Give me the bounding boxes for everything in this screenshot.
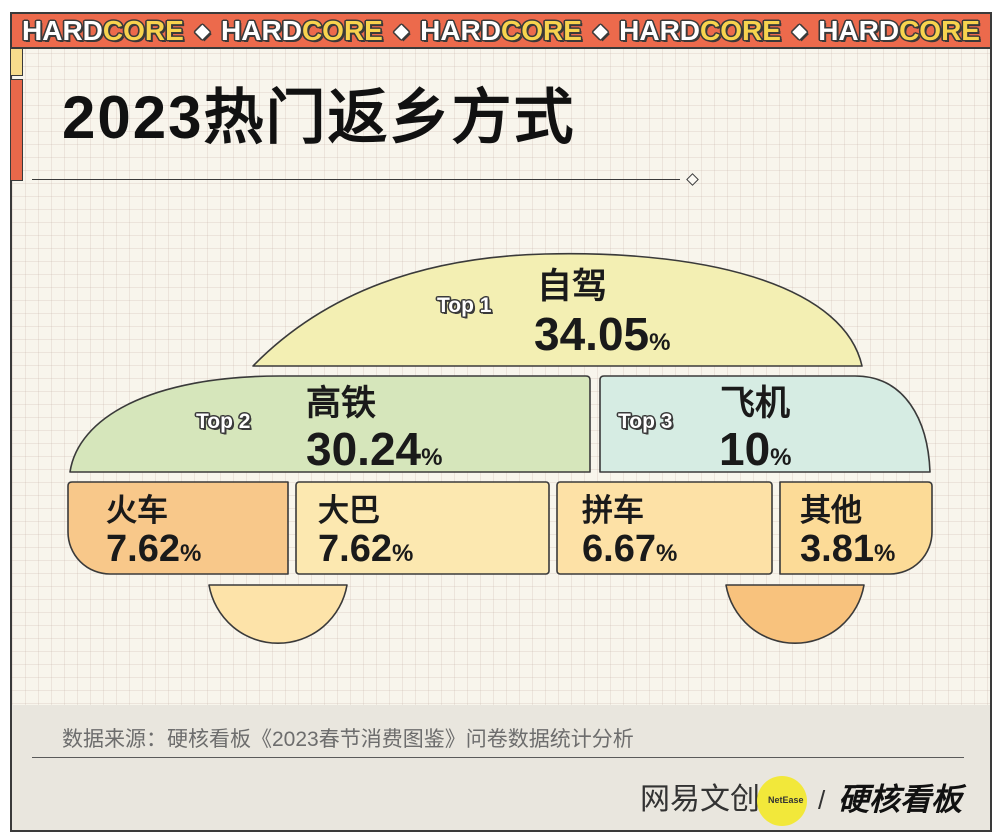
category-label: 自驾 [537, 267, 608, 306]
segment-bus [295, 481, 550, 575]
category-label: 拼车 [582, 493, 644, 528]
segment-self-driving [252, 252, 863, 367]
segment-other [779, 481, 933, 575]
page-title: 2023热门返乡方式 [62, 84, 576, 151]
hardcore-wordmark: 硬核看板 [838, 782, 962, 817]
banner-word-part2: CORE [700, 14, 781, 46]
banner-word: HARDCORE [420, 14, 582, 46]
value-label: 3.81% [800, 530, 895, 576]
rank-label: Top 3 [618, 410, 673, 433]
banner-word: HARDCORE [619, 14, 781, 46]
diamond-icon: ◆ [593, 19, 608, 42]
percent-unit: % [649, 329, 671, 356]
segment-airplane [599, 375, 931, 473]
category-label: 火车 [106, 493, 168, 528]
banner-word: HARDCORE [221, 14, 383, 46]
percent-unit: % [421, 444, 443, 471]
banner-word-part1: HARD [818, 14, 900, 46]
segment-high-speed-rail [69, 375, 591, 473]
hardcore-banner: HARDCORE ◆ HARDCORE ◆ HARDCORE ◆ HARDCOR… [10, 12, 992, 49]
value-number: 34.05 [534, 308, 650, 360]
value-label: 7.62% [106, 530, 201, 576]
banner-word: HARDCORE [22, 14, 184, 46]
value-number: 7.62 [106, 528, 180, 570]
banner-word-part1: HARD [221, 14, 302, 46]
value-number: 10 [719, 423, 771, 475]
data-source-note: 数据来源：硬核看板《2023春节消费图鉴》问卷数据统计分析 [62, 728, 634, 751]
banner-word-part2: CORE [500, 14, 582, 46]
footer-band [12, 705, 990, 830]
side-tab-red [10, 79, 23, 181]
banner-word-part2: CORE [899, 14, 980, 46]
netease-badge-icon [757, 776, 807, 826]
footer-divider [32, 757, 964, 758]
value-label: 7.62% [318, 530, 413, 576]
diamond-icon: ◆ [792, 19, 807, 42]
diamond-icon: ◆ [195, 19, 210, 42]
side-tab-yellow [10, 48, 23, 76]
segment-carpool [556, 481, 773, 575]
percent-unit: % [391, 540, 414, 567]
wheel-left [208, 584, 348, 644]
banner-word-part2: CORE [301, 14, 383, 46]
banner-word-part1: HARD [22, 14, 103, 46]
value-label: 30.24% [306, 426, 442, 484]
value-number: 7.62 [318, 528, 392, 570]
category-label: 飞机 [720, 384, 791, 423]
diamond-icon: ◆ [394, 19, 409, 42]
banner-word-part2: CORE [102, 14, 184, 46]
netease-badge-text: NetEase [768, 795, 804, 805]
title-divider [32, 179, 680, 180]
rank-label: Top 2 [196, 410, 251, 433]
percent-unit: % [179, 540, 202, 567]
netease-wordmark: 网易文创 [640, 783, 760, 816]
segment-train [67, 481, 289, 575]
percent-unit: % [770, 444, 792, 471]
percent-unit: % [873, 540, 896, 567]
value-number: 3.81 [800, 528, 874, 570]
value-label: 34.05% [534, 311, 670, 369]
banner-word-part1: HARD [420, 14, 501, 46]
banner-word-part1: HARD [619, 14, 701, 46]
category-label: 高铁 [306, 384, 377, 423]
category-label: 其他 [800, 493, 862, 528]
brand-divider: / [818, 785, 826, 815]
value-number: 6.67 [582, 528, 656, 570]
wheel-right [725, 584, 865, 644]
rank-label: Top 1 [437, 294, 492, 317]
value-label: 10% [719, 426, 792, 484]
value-label: 6.67% [582, 530, 677, 576]
value-number: 30.24 [306, 423, 422, 475]
category-label: 大巴 [318, 493, 380, 528]
banner-word: HARDCORE [818, 14, 980, 46]
percent-unit: % [655, 540, 678, 567]
